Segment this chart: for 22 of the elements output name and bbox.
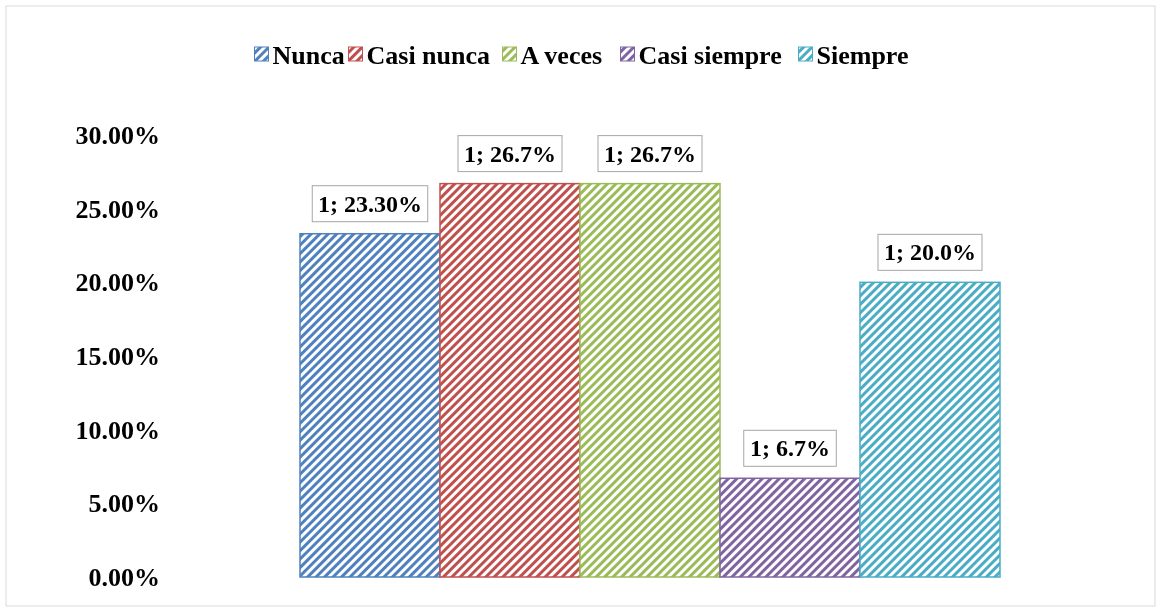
y-tick-label: 15.00% <box>75 342 160 372</box>
y-tick-label: 5.00% <box>88 489 160 519</box>
bar <box>579 182 721 578</box>
data-label: 1; 23.30% <box>318 190 422 217</box>
legend-label: A veces <box>520 41 603 71</box>
data-label: 1; 20.0% <box>884 239 976 266</box>
legend-label: Casi nunca <box>366 41 491 71</box>
y-tick-label: 30.00% <box>75 121 160 151</box>
bar <box>859 281 1001 578</box>
legend-label: Siempre <box>816 41 909 71</box>
legend-label: Nunca <box>272 41 345 71</box>
bar <box>439 182 581 578</box>
y-tick-label: 25.00% <box>75 194 160 224</box>
bar <box>719 477 861 578</box>
data-label: 1; 26.7% <box>604 140 696 167</box>
y-tick-label: 0.00% <box>88 563 160 593</box>
data-label: 1; 6.7% <box>750 435 830 462</box>
bar <box>299 232 441 578</box>
y-tick-label: 10.00% <box>75 415 160 445</box>
y-tick-label: 20.00% <box>75 268 160 298</box>
legend-label: Casi siempre <box>638 41 782 71</box>
data-label: 1; 26.7% <box>464 140 556 167</box>
